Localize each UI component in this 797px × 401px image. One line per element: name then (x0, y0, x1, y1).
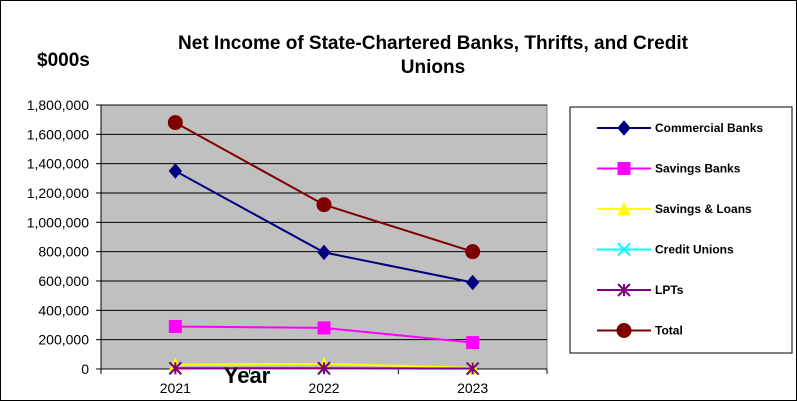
x-axis-label: Year (224, 363, 271, 388)
data-point (168, 319, 182, 333)
legend-label: Total (655, 324, 683, 338)
data-point (168, 361, 183, 375)
legend-marker (617, 242, 631, 257)
y-tick-label: 1,800,000 (27, 97, 89, 113)
legend-label: Credit Unions (655, 243, 734, 257)
x-tick-label: 2022 (308, 380, 339, 396)
legend-marker (617, 162, 631, 175)
legend-marker (617, 201, 631, 216)
legend-item: Savings Banks (597, 162, 741, 176)
legend-label: Commercial Banks (655, 121, 763, 135)
series-group (167, 115, 481, 376)
legend-label: Savings & Loans (655, 202, 752, 216)
y-tick-label: 0 (81, 361, 89, 377)
data-point (317, 361, 331, 375)
y-tick-label: 800,000 (38, 244, 89, 260)
legend-label: LPTs (655, 283, 684, 297)
x-tick-label: 2021 (160, 380, 191, 396)
legend-item: LPTs (597, 283, 684, 297)
series-4 (168, 361, 480, 376)
legend-marker (617, 283, 631, 297)
legend-item: Credit Unions (597, 243, 734, 257)
legend-label: Savings Banks (655, 162, 741, 176)
legend: Commercial Banks Savings Banks Savings & L… (597, 120, 763, 338)
y-axis-unit-label: $000s (37, 50, 90, 71)
data-point (466, 274, 480, 291)
data-point (466, 336, 480, 350)
data-point (317, 321, 331, 335)
legend-item: Commercial Banks (597, 120, 763, 136)
y-tick-label: 1,400,000 (27, 156, 89, 172)
series-1 (168, 319, 480, 350)
legend-item: Total (597, 323, 683, 338)
series-5 (167, 115, 481, 260)
y-tick-label: 400,000 (38, 302, 89, 318)
y-tick-label: 1,000,000 (27, 214, 89, 230)
x-tick-label: 2023 (457, 380, 488, 396)
x-tick-labels: 2021 2022 2023 (160, 380, 489, 396)
y-tick-label: 600,000 (38, 273, 89, 289)
data-point (465, 361, 480, 376)
y-tick-label: 1,200,000 (27, 185, 89, 201)
y-tick-label: 200,000 (38, 332, 89, 348)
legend-marker (616, 323, 632, 338)
chart-title-line-2: Unions (401, 57, 465, 78)
legend-box (569, 106, 793, 354)
y-tick-labels: 0 200,000 400,000 600,000 800,000 1,000,000 1,… (27, 97, 90, 377)
legend-item: Savings & Loans (597, 201, 752, 216)
data-point (465, 244, 481, 260)
series-0 (168, 163, 480, 291)
chart-title-line-1: Net Income of State-Chartered Banks, Thr… (178, 33, 689, 54)
data-point (316, 197, 332, 213)
data-point (167, 115, 183, 131)
y-tick-label: 1,600,000 (27, 126, 89, 142)
data-point (168, 163, 182, 179)
data-point (317, 244, 331, 261)
legend-marker (617, 120, 631, 136)
